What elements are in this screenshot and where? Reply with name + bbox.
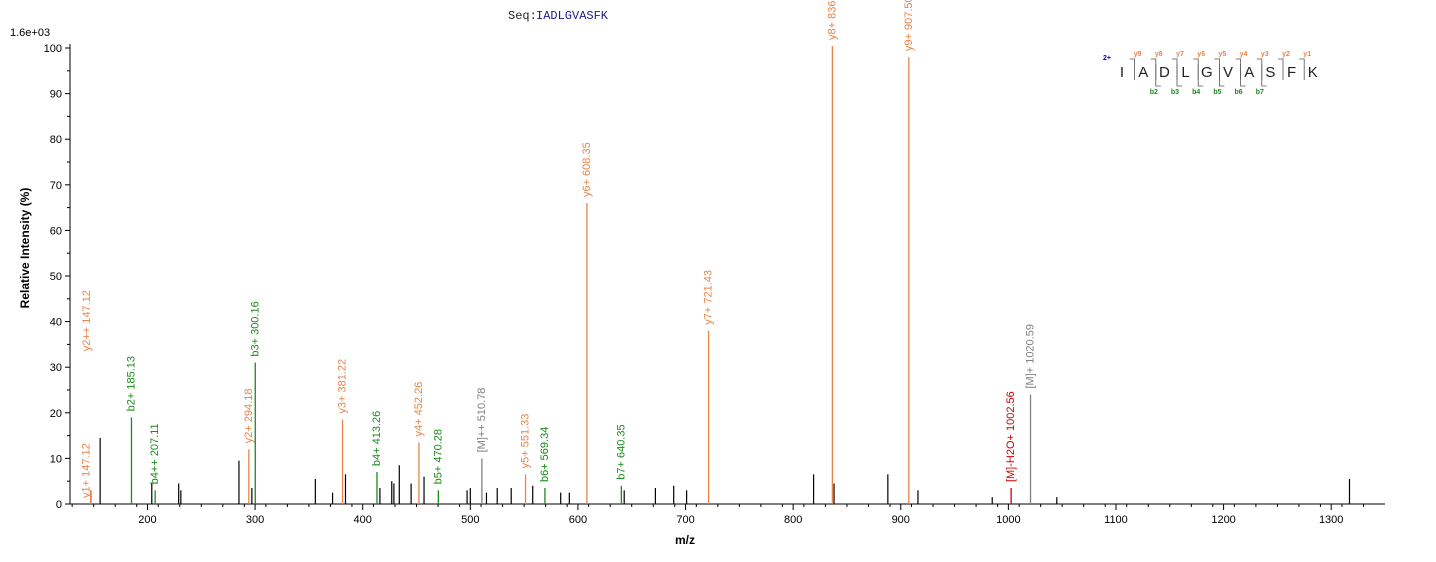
y-ion-bracket xyxy=(1278,58,1284,80)
b-ion-bracket xyxy=(1176,64,1182,87)
y-tick-label: 90 xyxy=(50,89,62,101)
y-ion-bracket xyxy=(1193,58,1199,80)
y-ion-bracket xyxy=(1235,58,1241,80)
sequence-prefix: Seq: xyxy=(508,9,537,23)
y-ion-label: y2 xyxy=(1282,51,1290,58)
peak-label: [M]++ 510.78 xyxy=(476,388,488,453)
y-ion-bracket xyxy=(1129,58,1135,80)
x-axis: 200 300 400 500 600 700 800 900 1000 1100 1200 1300 xyxy=(70,503,1385,526)
y-tick-label: 0 xyxy=(56,499,62,511)
peak-label: b2+ 185.13 xyxy=(125,356,137,411)
residue-letter: F xyxy=(1287,64,1296,81)
x-tick-label: 700 xyxy=(676,514,694,526)
y-axis-title: Relative Intensity (%) xyxy=(18,188,32,309)
residue-letter: A xyxy=(1138,64,1148,81)
b-ion-label: b7 xyxy=(1256,89,1264,96)
y-ion-label: y6 xyxy=(1197,51,1205,58)
peak-label: y5+ 551.33 xyxy=(520,414,532,469)
peak-label: y3+ 381.22 xyxy=(336,359,348,414)
charge-state: 2+ xyxy=(1103,55,1111,62)
y-ion-label: y5 xyxy=(1219,51,1227,58)
y-ion-bracket xyxy=(1214,58,1220,80)
b-ion-bracket xyxy=(1155,64,1161,87)
unlabeled-peaks xyxy=(99,437,1351,504)
peak-label: b4++ 207.11 xyxy=(149,423,161,484)
y-tick-label: 10 xyxy=(50,453,62,465)
b-ion-label: b5 xyxy=(1213,89,1221,96)
y-tick-label: 100 xyxy=(44,43,62,55)
y-ion-label: y7 xyxy=(1176,51,1184,58)
residue-letter: S xyxy=(1265,64,1275,81)
b-ion-label: b4 xyxy=(1192,89,1200,96)
x-tick-label: 200 xyxy=(138,514,156,526)
x-tick-label: 1300 xyxy=(1319,514,1343,526)
y-tick-label: 70 xyxy=(50,180,62,192)
residue-letter: G xyxy=(1201,64,1213,81)
y-ion-bracket xyxy=(1299,58,1305,80)
x-tick-label: 500 xyxy=(461,514,479,526)
y-tick-label: 80 xyxy=(50,134,62,146)
y-tick-label: 30 xyxy=(50,362,62,374)
b-ion-bracket xyxy=(1219,64,1225,87)
x-tick-label: 1200 xyxy=(1211,514,1235,526)
y-ion-bracket xyxy=(1172,58,1178,80)
chart-header: Seq: IADLGVASFK 1.6e+03 xyxy=(10,9,609,39)
b-ion-label: b2 xyxy=(1150,89,1158,96)
peak-label: b5+ 470.28 xyxy=(432,429,444,484)
residue-letter: I xyxy=(1120,64,1124,81)
peak-label: b7+ 640.35 xyxy=(615,424,627,479)
x-tick-label: 1100 xyxy=(1104,514,1128,526)
residue-letter: D xyxy=(1159,64,1170,81)
x-tick-label: 300 xyxy=(246,514,264,526)
y-tick-label: 50 xyxy=(50,271,62,283)
y-ion-bracket xyxy=(1150,58,1157,80)
y-tick-label: 40 xyxy=(50,317,62,329)
peak-label: b6+ 569.34 xyxy=(539,427,551,482)
peak-label: y4+ 452.26 xyxy=(413,382,425,437)
y-ion-label: y4 xyxy=(1240,51,1248,58)
peak-label: y1+ 147.12 xyxy=(81,443,93,498)
x-tick-label: 800 xyxy=(784,514,802,526)
y-ion-label: y9 xyxy=(1134,51,1142,58)
residue-letter: V xyxy=(1223,64,1233,81)
peak-label: y8+ 836.47 xyxy=(826,0,838,40)
b-ion-bracket xyxy=(1261,64,1267,87)
peak-label: b3+ 300.16 xyxy=(249,301,261,356)
y-axis: 0 10 20 30 40 50 60 70 80 90 100 xyxy=(44,43,71,511)
b-ion-label: b6 xyxy=(1235,89,1243,96)
y-ion-label: y8 xyxy=(1155,51,1163,58)
y-ion-label: y3 xyxy=(1261,51,1269,58)
peak-label: y6+ 608.35 xyxy=(581,142,593,197)
peak-label: [M]-H2O+ 1002.56 xyxy=(1005,391,1017,482)
peak-label: y2++ 147.12 xyxy=(81,290,93,351)
x-tick-label: 600 xyxy=(569,514,587,526)
intensity-scale-label: 1.6e+03 xyxy=(10,27,50,39)
y-ion-bracket xyxy=(1256,58,1263,80)
peak-label: y7+ 721.43 xyxy=(703,270,715,325)
residue-letter: A xyxy=(1244,64,1254,81)
x-tick-label: 900 xyxy=(892,514,910,526)
x-axis-title: m/z xyxy=(675,533,695,547)
residue-letter: L xyxy=(1181,64,1189,81)
x-tick-label: 400 xyxy=(354,514,372,526)
y-ion-label: y1 xyxy=(1303,51,1311,58)
peak-label: [M]+ 1020.59 xyxy=(1025,324,1037,389)
peak-label: b4+ 413.26 xyxy=(371,411,383,466)
annotated-peaks: y1+ 147.12 y2++ 147.12 b2+ 185.13 b4++ 207.… xyxy=(81,0,1037,504)
residue-letter: K xyxy=(1308,64,1318,81)
y-tick-label: 20 xyxy=(50,408,62,420)
b-ion-bracket xyxy=(1240,64,1246,87)
b-ion-label: b3 xyxy=(1171,89,1179,96)
sequence-title: IADLGVASFK xyxy=(536,9,609,23)
x-tick-label: 1000 xyxy=(996,514,1020,526)
peak-label: y2+ 294.18 xyxy=(243,389,255,444)
y-tick-label: 60 xyxy=(50,225,62,237)
b-ion-bracket xyxy=(1197,64,1204,87)
peak-label: y9+ 907.50 xyxy=(903,0,915,51)
